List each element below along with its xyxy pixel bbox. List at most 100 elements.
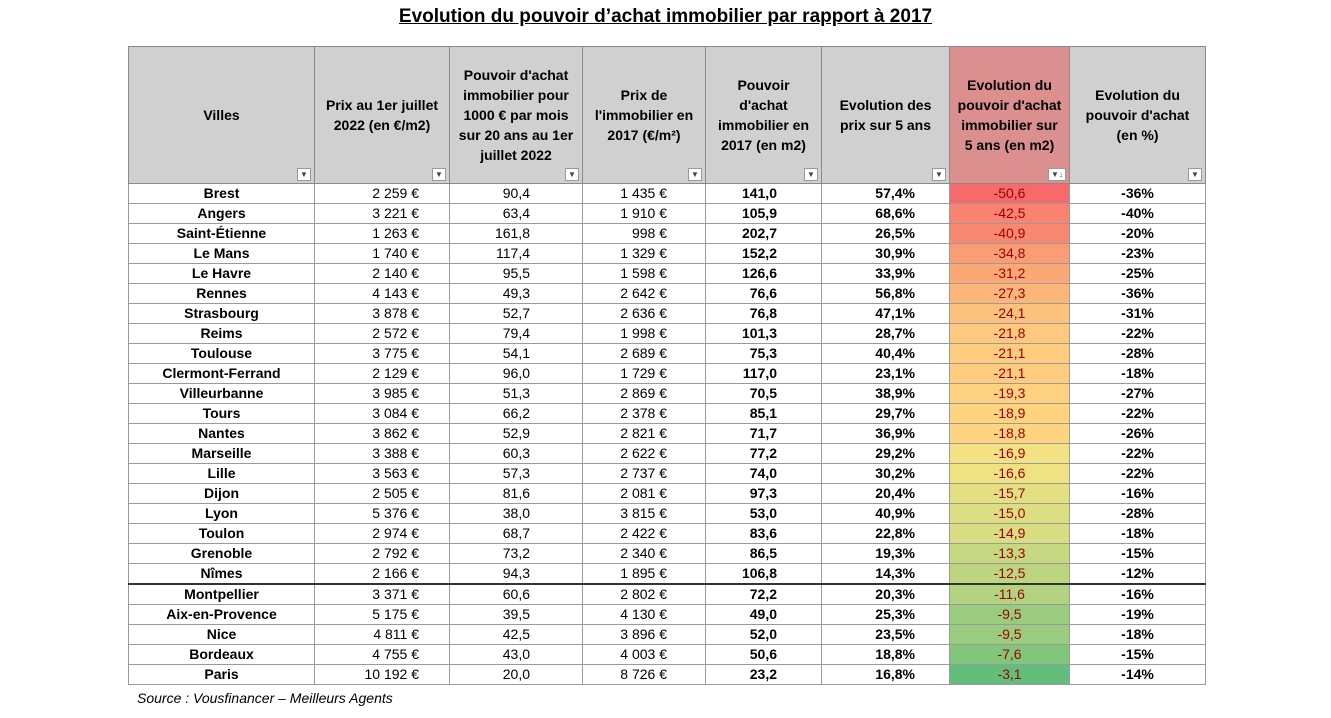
power-2022-cell: 68,7 xyxy=(449,523,583,544)
power-evolution-m2-cell: -14,9 xyxy=(949,523,1070,544)
power-evolution-m2-cell: -16,9 xyxy=(949,443,1070,464)
header-price-evolution: Evolution des prix sur 5 ans ▼ xyxy=(821,46,950,184)
filter-dropdown-icon[interactable]: ▼ xyxy=(297,168,311,181)
power-2022-cell: 60,6 xyxy=(449,583,583,605)
power-evolution-pct-cell: -19% xyxy=(1069,604,1206,625)
price-2017-cell: 1 998 € xyxy=(582,323,706,344)
table-row: Clermont-Ferrand 2 129 €96,0 1 729 €117,0 2… xyxy=(128,363,1206,384)
power-evolution-m2-cell: -31,2 xyxy=(949,263,1070,284)
price-2022-cell: 10 192 € xyxy=(314,664,450,685)
price-2017-cell: 1 435 € xyxy=(582,183,706,204)
power-evolution-pct-cell: -26% xyxy=(1069,423,1206,444)
price-evolution-cell: 56,8% xyxy=(821,283,950,304)
price-2017-cell: 1 910 € xyxy=(582,203,706,224)
city-cell: Le Mans xyxy=(128,243,315,264)
table-row: Angers 3 221 €63,4 1 910 €105,9 68,6% -42,5-… xyxy=(128,203,1206,224)
table-row: Marseille 3 388 €60,3 2 622 €77,2 29,2% -16,… xyxy=(128,443,1206,464)
header-label: Pouvoir d'achat immobilier pour 1000 € p… xyxy=(458,67,574,163)
header-row: Villes ▼ Prix au 1er juillet 2022 (en €/m… xyxy=(128,46,1206,184)
price-evolution-cell: 36,9% xyxy=(821,423,950,444)
filter-dropdown-icon[interactable]: ▼ xyxy=(565,168,579,181)
price-evolution-cell: 23,5% xyxy=(821,624,950,645)
power-2017-cell: 50,6 xyxy=(705,644,822,665)
power-2022-cell: 52,7 xyxy=(449,303,583,324)
power-evolution-m2-cell: -21,1 xyxy=(949,363,1070,384)
power-evolution-pct-cell: -28% xyxy=(1069,343,1206,364)
city-cell: Rennes xyxy=(128,283,315,304)
power-2017-cell: 71,7 xyxy=(705,423,822,444)
price-2017-cell: 3 896 € xyxy=(582,624,706,645)
price-2017-cell: 2 821 € xyxy=(582,423,706,444)
header-label: Pouvoir d'achat immobilier en 2017 (en m… xyxy=(717,77,810,153)
price-evolution-cell: 33,9% xyxy=(821,263,950,284)
price-2022-cell: 2 129 € xyxy=(314,363,450,384)
table-row: Paris 10 192 €20,0 8 726 €23,2 16,8% -3,1 -14… xyxy=(128,664,1206,685)
power-evolution-m2-cell: -40,9 xyxy=(949,223,1070,244)
header-label: Prix au 1er juillet 2022 (en €/m2) xyxy=(325,97,439,133)
table-row: Strasbourg 3 878 €52,7 2 636 €76,8 47,1% -24… xyxy=(128,303,1206,324)
power-evolution-pct-cell: -20% xyxy=(1069,223,1206,244)
price-evolution-cell: 29,2% xyxy=(821,443,950,464)
power-2017-cell: 141,0 xyxy=(705,183,822,204)
table-row: Montpellier 3 371 €60,6 2 802 €72,2 20,3% -1… xyxy=(128,583,1206,605)
power-2022-cell: 117,4 xyxy=(449,243,583,264)
price-evolution-cell: 29,7% xyxy=(821,403,950,424)
power-2022-cell: 20,0 xyxy=(449,664,583,685)
price-evolution-cell: 57,4% xyxy=(821,183,950,204)
city-cell: Montpellier xyxy=(128,583,315,605)
price-2022-cell: 2 140 € xyxy=(314,263,450,284)
filter-dropdown-icon[interactable]: ▼ xyxy=(1188,168,1202,181)
table-row: Dijon 2 505 €81,6 2 081 €97,3 20,4% -15,7 -16… xyxy=(128,483,1206,504)
filter-dropdown-icon[interactable]: ▼ xyxy=(432,168,446,181)
sort-filter-icon[interactable]: ▼↓ xyxy=(1048,168,1066,181)
price-2022-cell: 3 985 € xyxy=(314,383,450,404)
price-2022-cell: 3 084 € xyxy=(314,403,450,424)
city-cell: Nîmes xyxy=(128,563,315,585)
city-cell: Brest xyxy=(128,183,315,204)
table-row: Brest 2 259 €90,4 1 435 €141,0 57,4% -50,6 -3… xyxy=(128,183,1206,204)
power-2017-cell: 74,0 xyxy=(705,463,822,484)
price-2017-cell: 2 378 € xyxy=(582,403,706,424)
city-cell: Toulon xyxy=(128,523,315,544)
price-evolution-cell: 26,5% xyxy=(821,223,950,244)
power-evolution-pct-cell: -16% xyxy=(1069,483,1206,504)
city-cell: Aix-en-Provence xyxy=(128,604,315,625)
power-2017-cell: 70,5 xyxy=(705,383,822,404)
city-cell: Bordeaux xyxy=(128,644,315,665)
power-2017-cell: 49,0 xyxy=(705,604,822,625)
filter-dropdown-icon[interactable]: ▼ xyxy=(932,168,946,181)
table-body: Brest 2 259 €90,4 1 435 €141,0 57,4% -50,6 -3… xyxy=(128,183,1206,685)
power-2022-cell: 39,5 xyxy=(449,604,583,625)
table-row: Toulouse 3 775 €54,1 2 689 €75,3 40,4% -21,1… xyxy=(128,343,1206,364)
city-cell: Nantes xyxy=(128,423,315,444)
price-evolution-cell: 19,3% xyxy=(821,543,950,564)
power-2022-cell: 79,4 xyxy=(449,323,583,344)
table-row: Grenoble 2 792 €73,2 2 340 €86,5 19,3% -13,3… xyxy=(128,543,1206,564)
price-2017-cell: 2 340 € xyxy=(582,543,706,564)
price-2022-cell: 2 792 € xyxy=(314,543,450,564)
filter-dropdown-icon[interactable]: ▼ xyxy=(804,168,818,181)
power-evolution-pct-cell: -18% xyxy=(1069,363,1206,384)
power-evolution-pct-cell: -31% xyxy=(1069,303,1206,324)
price-2017-cell: 2 689 € xyxy=(582,343,706,364)
power-2017-cell: 53,0 xyxy=(705,503,822,524)
power-2022-cell: 95,5 xyxy=(449,263,583,284)
power-evolution-pct-cell: -18% xyxy=(1069,624,1206,645)
power-2022-cell: 90,4 xyxy=(449,183,583,204)
table-row: Nantes 3 862 €52,9 2 821 €71,7 36,9% -18,8 -2… xyxy=(128,423,1206,444)
price-evolution-cell: 14,3% xyxy=(821,563,950,585)
price-2022-cell: 3 371 € xyxy=(314,583,450,605)
power-evolution-m2-cell: -13,3 xyxy=(949,543,1070,564)
city-cell: Lille xyxy=(128,463,315,484)
power-evolution-m2-cell: -50,6 xyxy=(949,183,1070,204)
city-cell: Strasbourg xyxy=(128,303,315,324)
power-evolution-pct-cell: -12% xyxy=(1069,563,1206,585)
power-2022-cell: 42,5 xyxy=(449,624,583,645)
power-evolution-m2-cell: -15,0 xyxy=(949,503,1070,524)
table-row: Nîmes 2 166 €94,3 1 895 €106,8 14,3% -12,5 -1… xyxy=(128,563,1206,585)
filter-dropdown-icon[interactable]: ▼ xyxy=(688,168,702,181)
header-label: Evolution du pouvoir d'achat immobilier … xyxy=(957,77,1062,153)
price-evolution-cell: 23,1% xyxy=(821,363,950,384)
power-2017-cell: 106,8 xyxy=(705,563,822,585)
price-2017-cell: 1 329 € xyxy=(582,243,706,264)
